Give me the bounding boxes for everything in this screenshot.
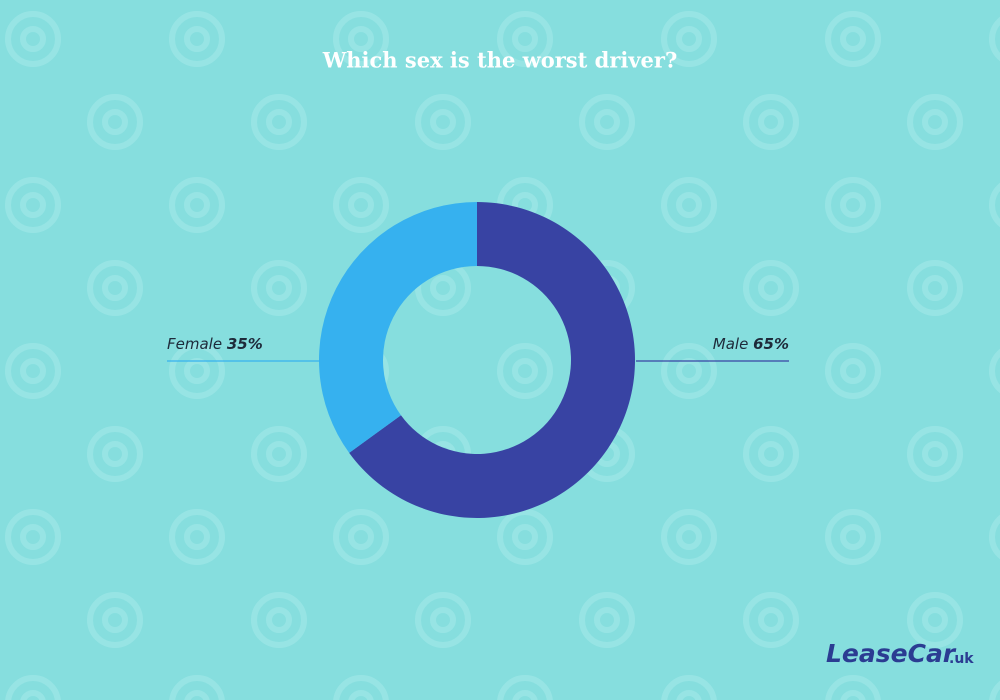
logo: LeaseCar .uk — [826, 639, 974, 668]
donut-slice — [319, 202, 477, 453]
value-label: 65% — [753, 335, 789, 353]
logo-domain: .uk — [949, 651, 974, 667]
slice-label: Male 65% — [713, 335, 789, 353]
logo-name: LeaseCar — [826, 639, 957, 668]
category-name: Male — [713, 335, 749, 353]
slice-label: Female 35% — [167, 335, 263, 353]
donut: Male 65% Female 35% — [167, 202, 789, 519]
chart-title: Which sex is the worst driver? — [322, 48, 678, 73]
value-label: 35% — [227, 335, 263, 353]
donut-slice — [349, 202, 636, 519]
category-name: Female — [167, 335, 222, 353]
